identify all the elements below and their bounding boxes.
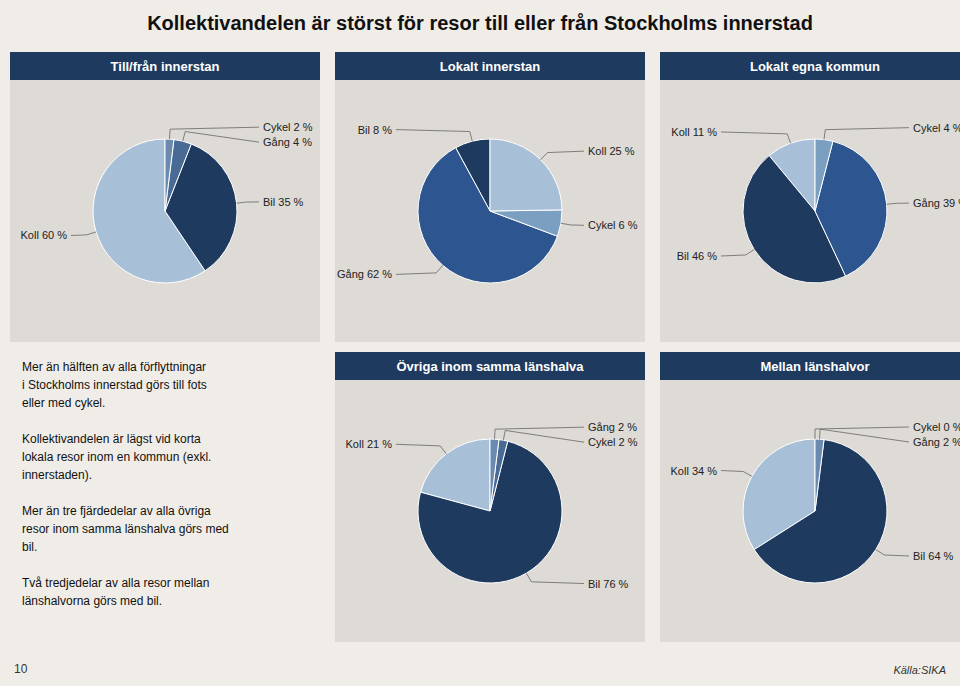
html-text:Övriga inom samma länshalva: Övriga inom samma länshalva: [396, 358, 584, 374]
html-text:Två tredjedelar av alla resor: Två tredjedelar av alla resor mellan län…: [22, 576, 210, 608]
svg-text:Cykel 0 %: Cykel 0 %: [913, 421, 952, 433]
html-text:Mer än hälften av alla förflyt: Mer än hälften av alla förflyttningar i …: [22, 360, 207, 410]
svg-text:Cykel 6 %: Cykel 6 %: [588, 219, 638, 231]
svg-text:Koll 34 %: Koll 34 %: [671, 465, 718, 477]
svg-text:Gång 4 %: Gång 4 %: [263, 136, 312, 148]
html-text:Mellan länshalvor: Mellan länshalvor: [760, 358, 870, 374]
html-text:Mer än tre fjärdedelar av alla: Mer än tre fjärdedelar av alla övriga re…: [22, 504, 229, 554]
svg-text:Koll 25 %: Koll 25 %: [588, 145, 635, 157]
svg-text:Bil 76 %: Bil 76 %: [588, 578, 629, 590]
svg-text:Gång 62 %: Gång 62 %: [337, 268, 392, 280]
html-text:Lokalt innerstan: Lokalt innerstan: [439, 58, 541, 74]
html-text:10: 10: [14, 662, 28, 676]
svg-text:Bil 64 %: Bil 64 %: [913, 550, 952, 562]
html-text:Källa:SIKA: Källa:SIKA: [893, 664, 946, 676]
svg-text:Gång 2 %: Gång 2 %: [588, 421, 637, 433]
html-text:Kollektivandelen är störst för: Kollektivandelen är störst för resor til…: [147, 12, 813, 34]
svg-text:Cykel 2 %: Cykel 2 %: [588, 436, 638, 448]
svg-text:Cykel 2 %: Cykel 2 %: [263, 121, 313, 133]
html-text:Kollektivandelen är lägst vid: Kollektivandelen är lägst vid korta loka…: [22, 432, 212, 482]
svg-text:Bil 35 %: Bil 35 %: [263, 196, 304, 208]
svg-text:Bil 8 %: Bil 8 %: [358, 124, 392, 136]
svg-text:Gång 39 %: Gång 39 %: [913, 197, 952, 209]
svg-text:Gång 2 %: Gång 2 %: [913, 436, 952, 448]
svg-text:Koll 11 %: Koll 11 %: [671, 126, 717, 138]
html-text:Till/från innerstan: Till/från innerstan: [110, 58, 220, 74]
svg-text:Koll 60 %: Koll 60 %: [21, 229, 68, 241]
svg-text:Cykel 4 %: Cykel 4 %: [913, 122, 952, 134]
svg-text:Bil 46 %: Bil 46 %: [677, 250, 718, 262]
svg-text:Koll 21 %: Koll 21 %: [346, 438, 393, 450]
html-text:Lokalt egna kommun: Lokalt egna kommun: [750, 58, 880, 74]
